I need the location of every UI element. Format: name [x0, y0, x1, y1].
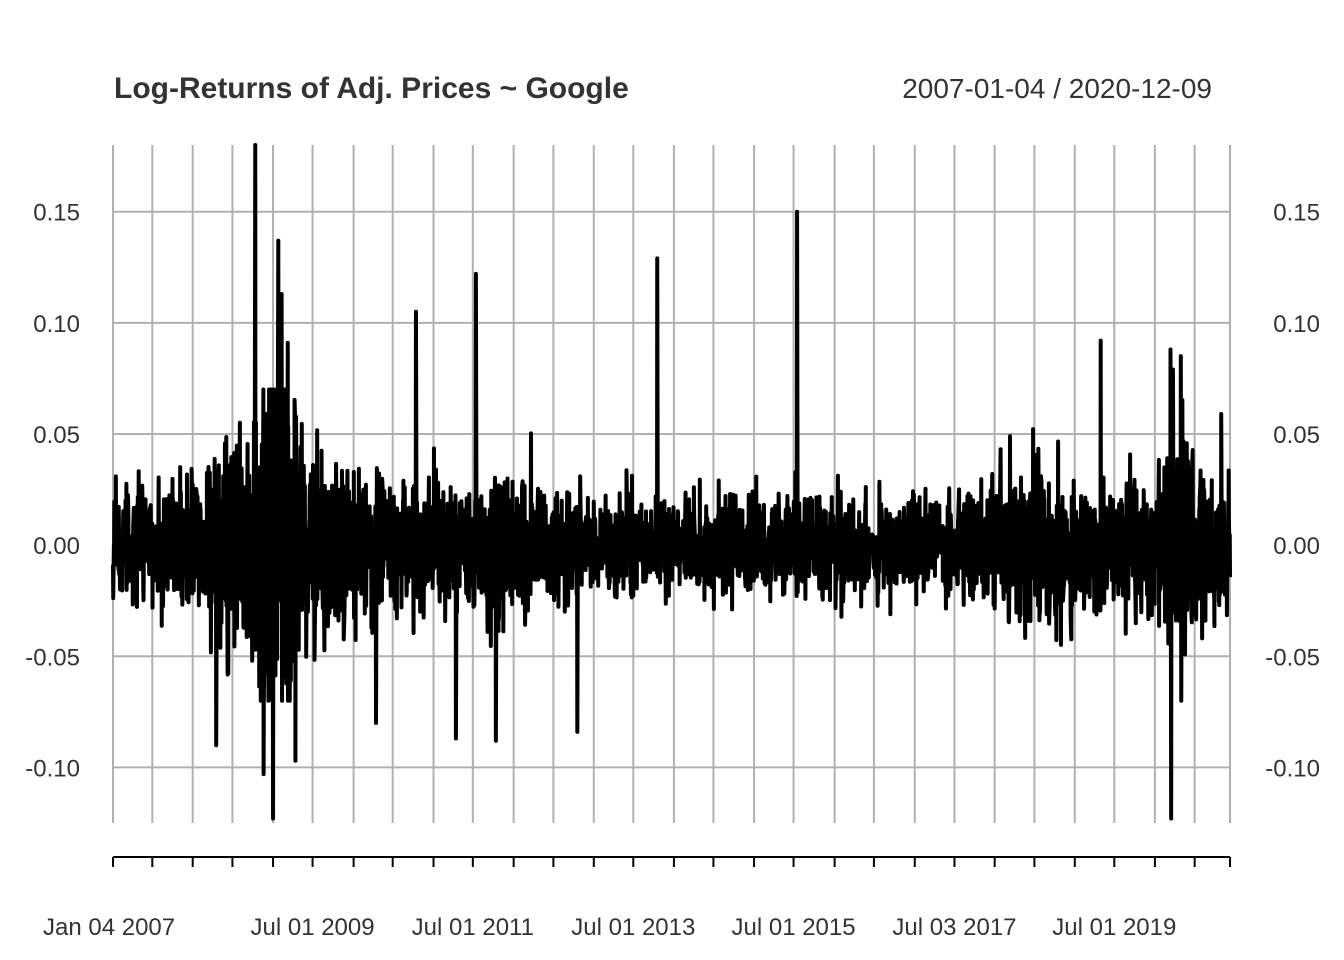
series-line [111, 143, 1232, 821]
x-tick-label: Jul 01 2011 [412, 914, 534, 941]
chart-title: Log-Returns of Adj. Prices ~ Google [114, 72, 629, 105]
x-tick-label: Jul 03 2017 [892, 914, 1016, 941]
y-tick-label: 0.10 [1273, 311, 1320, 338]
y-tick-label: -0.10 [25, 755, 80, 782]
x-tick-label: Jul 01 2015 [732, 914, 856, 941]
y-tick-label: 0.00 [1273, 533, 1320, 560]
series-log-returns [111, 143, 1232, 821]
y-tick-label: 0.15 [33, 200, 80, 227]
y-tick-label: 0.15 [1273, 200, 1320, 227]
x-tick-label: Jan 04 2007 [43, 914, 175, 941]
y-tick-label: 0.05 [33, 422, 80, 449]
x-tick-label: Jul 01 2009 [251, 914, 375, 941]
y-tick-label: -0.10 [1265, 755, 1320, 782]
date-range-label: 2007-01-04 / 2020-12-09 [902, 73, 1212, 104]
y-axis-left: 0.15 0.10 0.05 0.00 -0.05 -0.10 [25, 200, 80, 783]
y-tick-label: 0.05 [1273, 422, 1320, 449]
y-tick-label: 0.00 [33, 533, 80, 560]
y-tick-label: -0.05 [25, 644, 80, 671]
x-tick-label: Jul 01 2019 [1052, 914, 1176, 941]
x-axis: Jan 04 2007 Jul 01 2009 Jul 01 2011 Jul 01 … [43, 856, 1231, 941]
y-tick-label: -0.05 [1265, 644, 1320, 671]
y-tick-label: 0.10 [33, 311, 80, 338]
x-tick-label: Jul 01 2013 [571, 914, 695, 941]
y-axis-right: 0.15 0.10 0.05 0.00 -0.05 -0.10 [1265, 200, 1320, 783]
